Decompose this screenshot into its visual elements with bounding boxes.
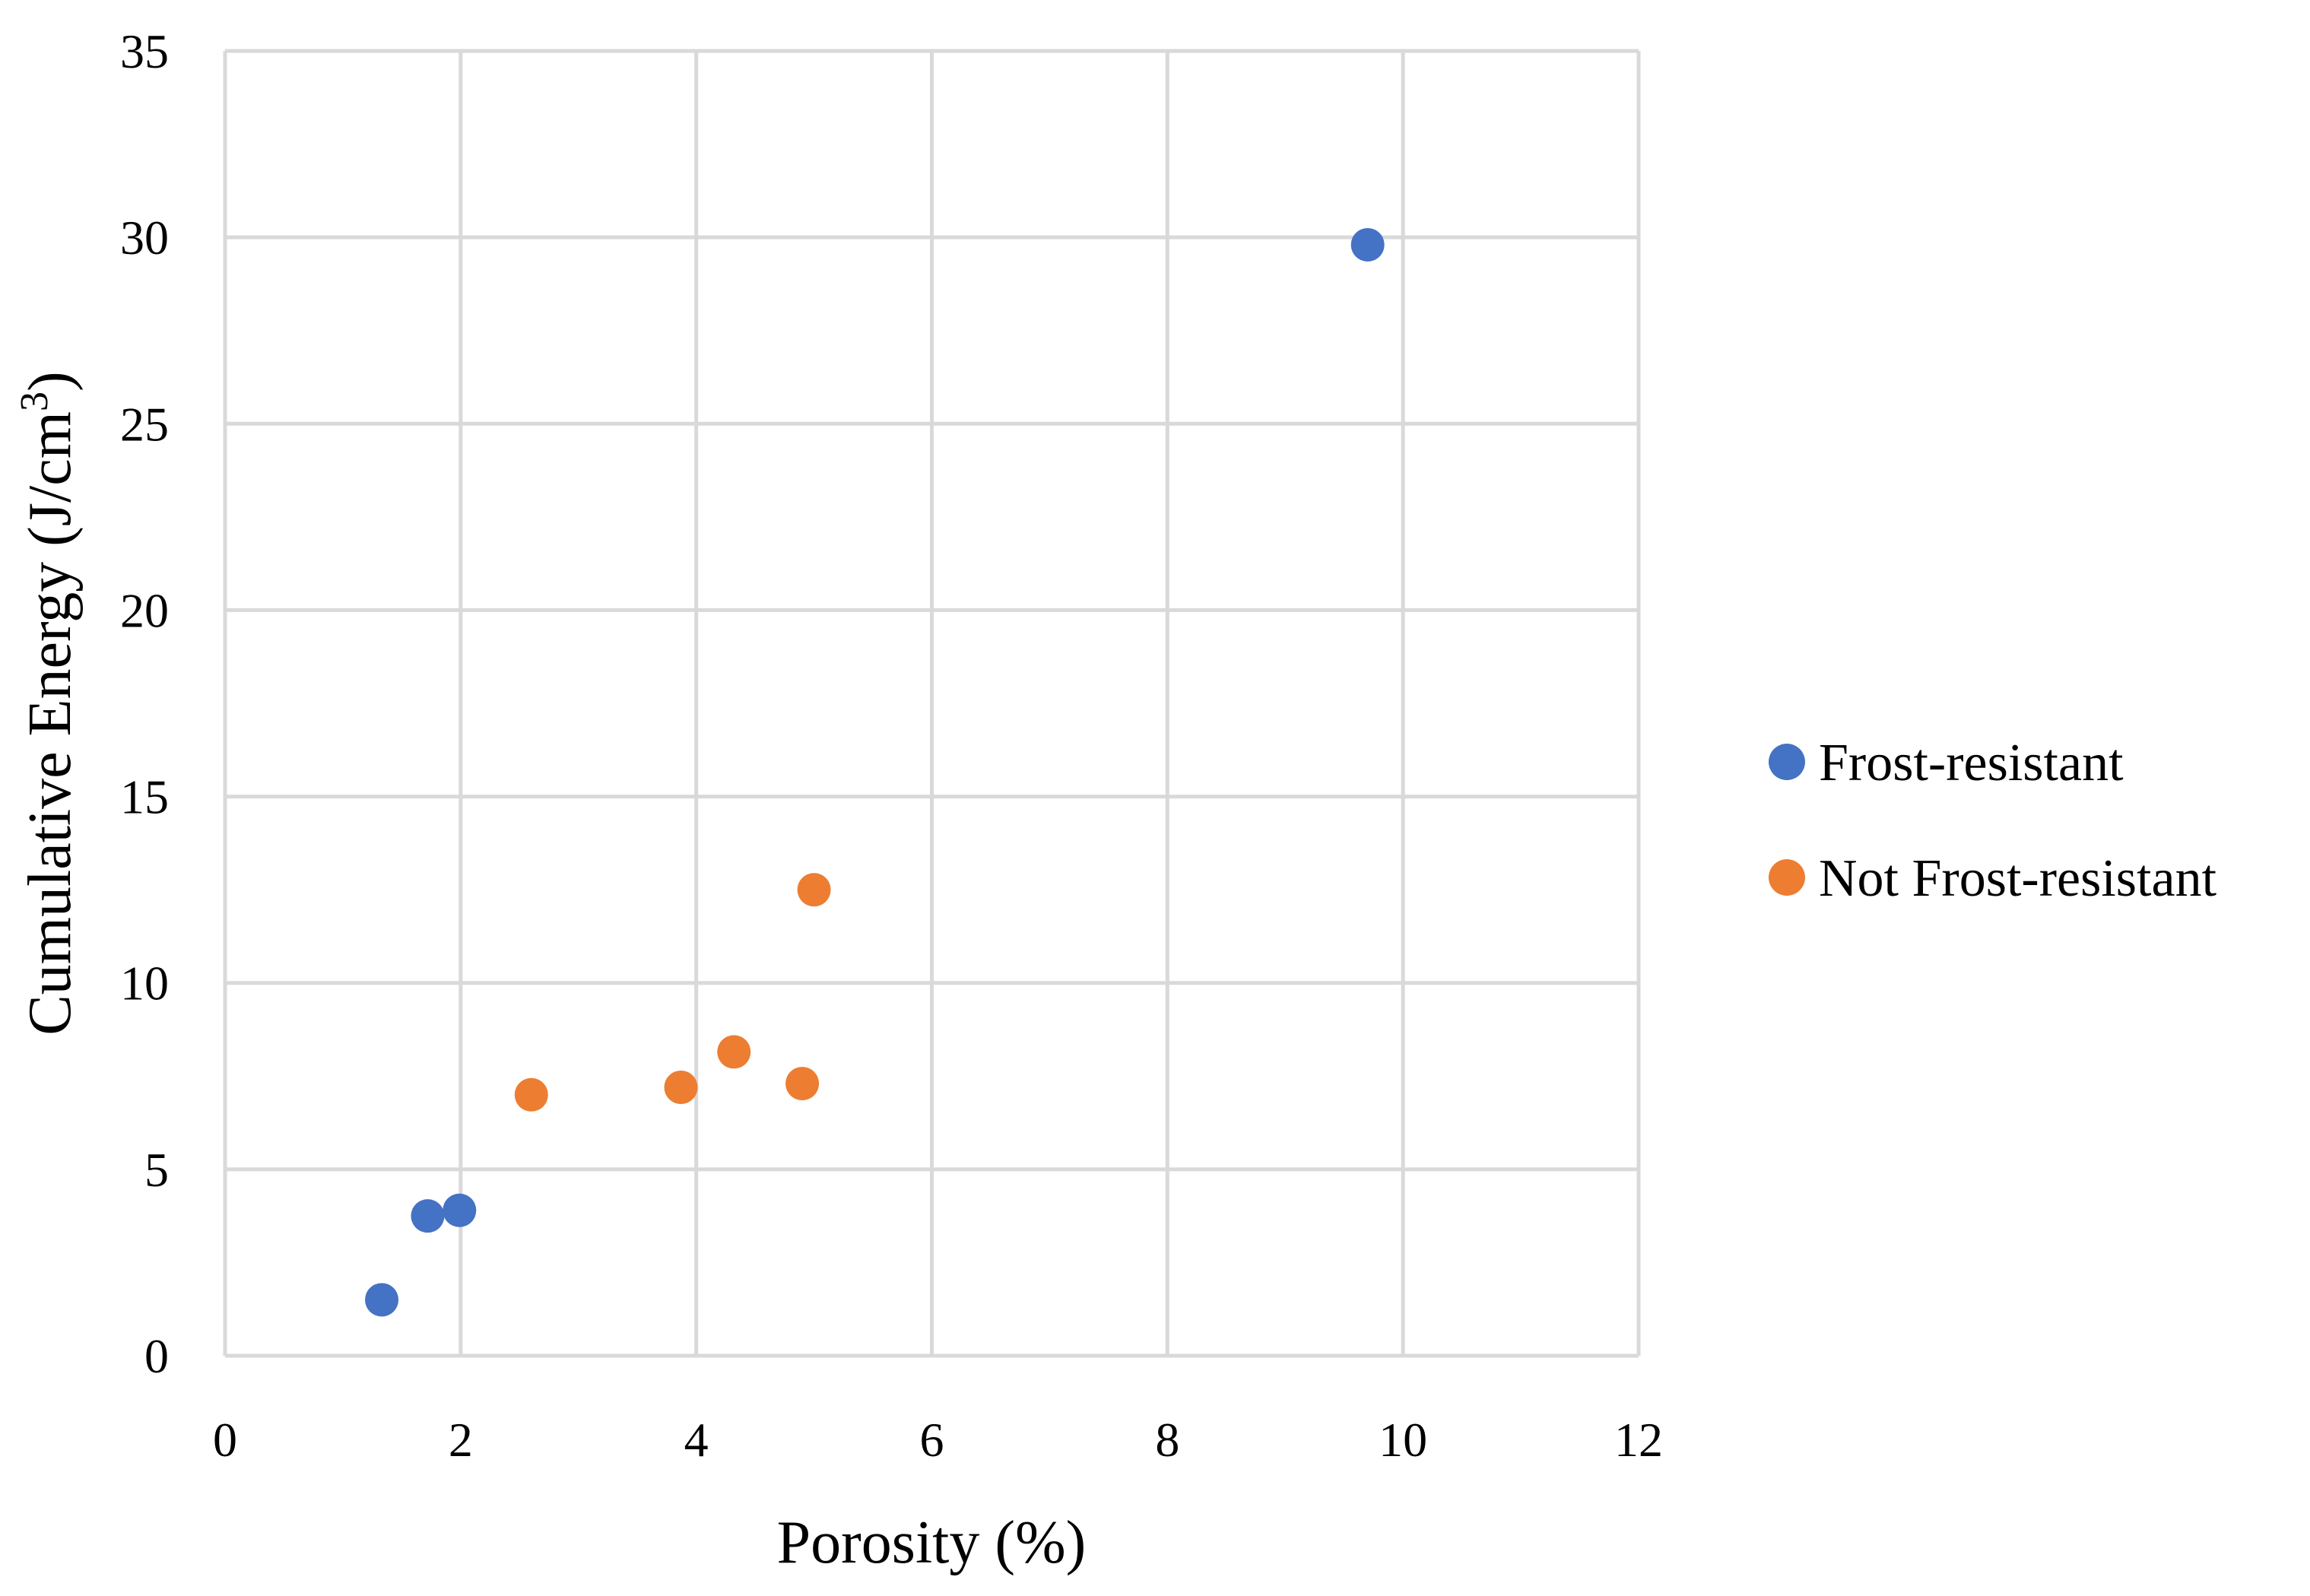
y-tick-label: 35 [120,24,169,78]
y-axis-title-superscript: 3 [13,392,56,411]
data-points [365,227,1385,1317]
y-tick-label: 20 [120,583,169,637]
legend-label-not-frost-resistant: Not Frost-resistant [1819,849,2217,908]
y-tick-label: 10 [120,957,169,1011]
x-axis-title: Porosity (%) [777,1509,1087,1576]
y-tick-label: 25 [120,397,169,451]
x-tick-label: 6 [920,1413,944,1467]
x-tick-labels: 0 2 4 6 8 10 12 [213,1413,1663,1467]
y-axis-title: Cumulative Energy (J/cm3) [13,371,84,1035]
data-point-frost-resistant [1350,227,1385,262]
y-tick-label: 15 [120,770,169,824]
data-point-not-frost-resistant [797,873,831,907]
y-axis-title-main: Cumulative Energy (J/cm [17,411,84,1036]
legend-swatch-not-frost-resistant [1769,859,1805,896]
data-point-not-frost-resistant [514,1077,548,1112]
y-tick-label: 5 [144,1143,169,1197]
y-axis-title-close: ) [17,371,84,392]
y-tick-labels: 0 5 10 15 20 25 30 35 [120,24,169,1383]
x-tick-label: 0 [213,1413,237,1467]
x-tick-label: 2 [449,1413,473,1467]
y-tick-label: 0 [144,1329,169,1383]
data-point-not-frost-resistant [785,1067,820,1101]
y-tick-label: 30 [120,211,169,265]
legend-swatch-frost-resistant [1769,744,1805,780]
data-point-frost-resistant [443,1193,477,1227]
data-point-frost-resistant [411,1199,445,1233]
legend-label-frost-resistant: Frost-resistant [1819,734,2124,792]
x-tick-label: 8 [1155,1413,1179,1467]
legend: Frost-resistant Not Frost-resistant [1769,734,2217,908]
x-tick-label: 12 [1614,1413,1663,1467]
data-point-not-frost-resistant [717,1035,751,1069]
x-tick-label: 10 [1379,1413,1427,1467]
data-point-not-frost-resistant [664,1070,698,1104]
data-point-frost-resistant [365,1283,399,1317]
x-tick-label: 4 [684,1413,709,1467]
grid-layer [223,49,1641,1358]
